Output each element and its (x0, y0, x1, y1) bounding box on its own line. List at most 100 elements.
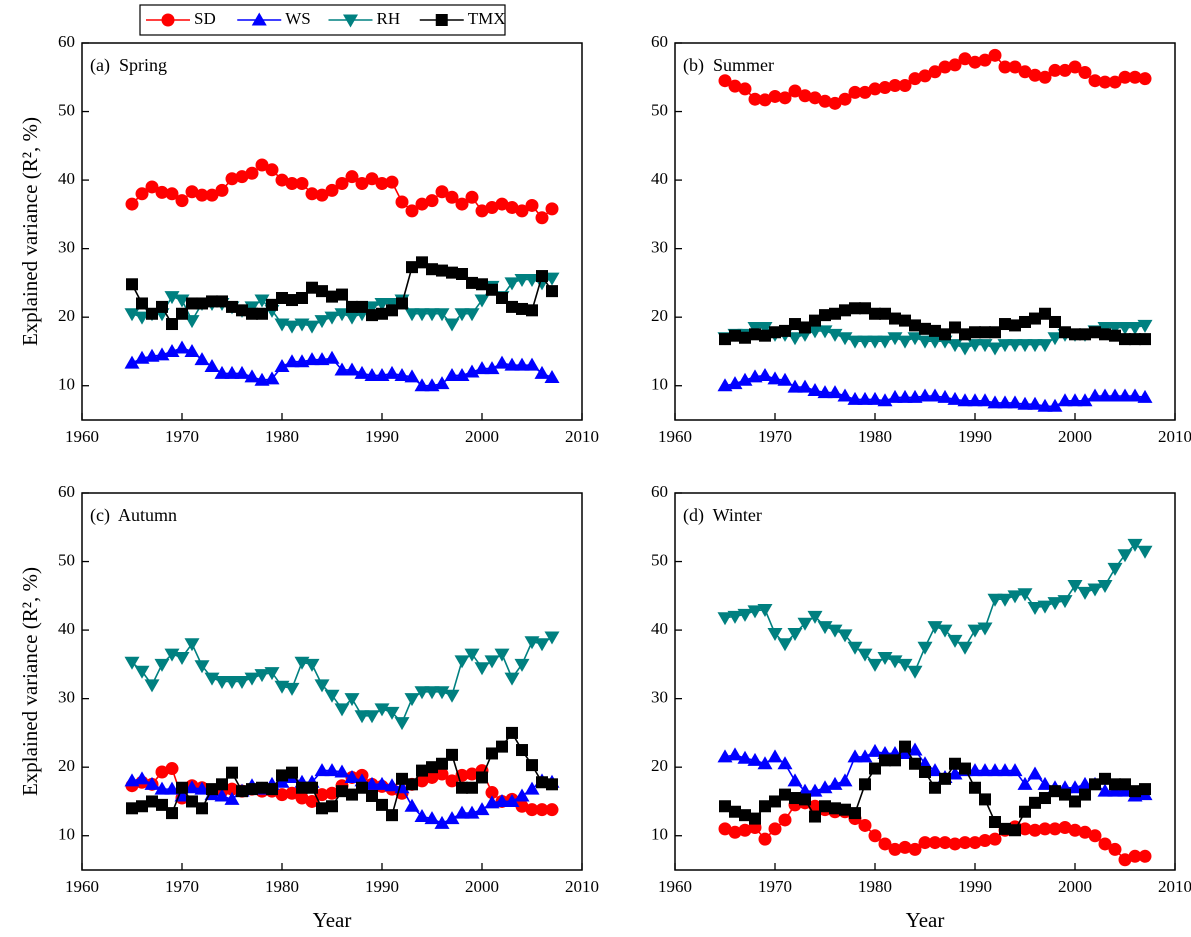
marker (878, 837, 892, 851)
marker (1127, 388, 1143, 402)
marker (304, 352, 320, 366)
marker (486, 283, 498, 296)
y-tick-label: 10 (58, 825, 75, 844)
y-tick-label: 50 (58, 100, 75, 119)
marker (196, 297, 208, 310)
marker (1107, 388, 1123, 402)
marker (1027, 601, 1043, 615)
marker (394, 717, 410, 731)
marker (334, 703, 350, 717)
marker (768, 89, 782, 103)
marker (374, 776, 390, 790)
marker (275, 788, 289, 802)
marker (184, 343, 200, 357)
marker (314, 679, 330, 693)
marker (336, 288, 348, 301)
marker (947, 766, 963, 780)
marker (284, 354, 300, 368)
marker (719, 800, 731, 813)
marker (888, 842, 902, 856)
marker (759, 329, 771, 342)
marker (404, 369, 420, 383)
marker (354, 710, 370, 724)
marker (759, 800, 771, 813)
marker (304, 658, 320, 672)
marker (505, 201, 519, 215)
marker (847, 391, 863, 405)
marker (224, 365, 240, 379)
marker (949, 321, 961, 334)
marker (234, 365, 250, 379)
marker (235, 170, 249, 184)
marker (987, 763, 1003, 777)
marker (346, 788, 358, 801)
marker (245, 166, 259, 180)
marker (525, 198, 539, 212)
marker (837, 773, 853, 787)
x-tick-label: 2000 (1058, 877, 1092, 896)
marker (324, 763, 340, 777)
marker (957, 641, 973, 655)
marker (848, 85, 862, 99)
marker (729, 805, 741, 818)
marker (867, 658, 883, 672)
marker (514, 788, 530, 802)
marker (817, 325, 833, 339)
marker (1037, 776, 1053, 790)
legend-marker (161, 13, 175, 27)
marker (164, 648, 180, 662)
marker (1079, 328, 1091, 341)
marker (1138, 72, 1152, 86)
marker (749, 328, 761, 341)
marker (999, 822, 1011, 835)
panel-title: (a) Spring (90, 55, 167, 76)
marker (987, 395, 1003, 409)
marker (757, 604, 773, 618)
marker (325, 786, 339, 800)
marker (838, 92, 852, 106)
y-tick-label: 50 (58, 550, 75, 569)
marker (286, 294, 298, 307)
marker (1037, 339, 1053, 353)
marker (778, 813, 792, 827)
marker (1057, 393, 1073, 407)
marker (847, 641, 863, 655)
marker (206, 295, 218, 308)
marker (958, 52, 972, 66)
marker (799, 793, 811, 806)
marker (434, 308, 450, 322)
x-tick-label: 1970 (165, 427, 199, 446)
marker (364, 776, 380, 790)
marker (144, 776, 160, 790)
x-tick-label: 2000 (1058, 427, 1092, 446)
marker (787, 628, 803, 642)
marker (929, 781, 941, 794)
marker (466, 276, 478, 289)
legend-label: WS (285, 9, 311, 28)
marker (929, 324, 941, 337)
marker (186, 795, 198, 808)
marker (857, 648, 873, 662)
marker (858, 85, 872, 99)
marker (214, 676, 230, 689)
marker (868, 82, 882, 96)
marker (1008, 60, 1022, 74)
marker (1037, 398, 1053, 412)
marker (356, 300, 368, 313)
marker (867, 743, 883, 757)
marker (987, 342, 1003, 356)
marker (415, 774, 429, 788)
marker (174, 294, 190, 308)
marker (136, 297, 148, 310)
marker (364, 710, 380, 724)
marker (797, 617, 813, 631)
marker (1077, 586, 1093, 600)
marker (918, 836, 932, 850)
marker (236, 304, 248, 317)
marker (1058, 63, 1072, 77)
marker (1069, 328, 1081, 341)
marker (1099, 328, 1111, 341)
marker (404, 693, 420, 707)
plot-frame (81, 492, 583, 871)
marker (957, 342, 973, 356)
